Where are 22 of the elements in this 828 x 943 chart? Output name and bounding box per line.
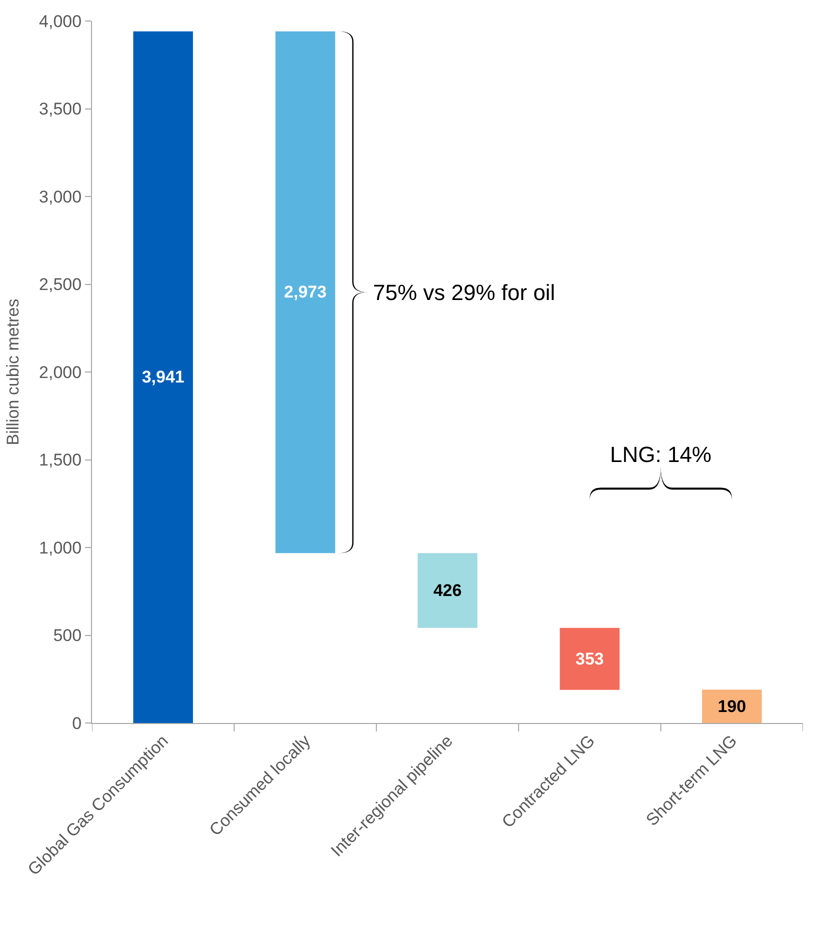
y-tick-label: 3,000 [39,187,82,206]
data-label: 190 [718,696,746,716]
y-tick-label: 2,500 [39,275,82,294]
y-tick-label: 1,500 [39,450,82,470]
bar [702,690,762,723]
data-label: 3,941 [142,368,184,387]
bar [560,628,620,690]
y-tick-label: 3,500 [39,100,82,119]
y-tick-label: 1,000 [39,538,82,558]
data-label: 426 [433,581,462,600]
bar [275,31,336,554]
bar [133,31,193,723]
data-label: 2,973 [284,282,327,302]
y-axis-title: Billion cubic metres [4,298,23,446]
y-tick-label: 4,000 [39,12,82,31]
y-tick-label: 0 [72,714,82,733]
data-label: 353 [576,649,604,668]
y-tick-label: 500 [53,626,82,646]
y-tick-label: 2,000 [39,362,82,382]
annotation: LNG: 14% [610,442,712,467]
annotation: 75% vs 29% for oil [373,280,556,305]
bar [418,553,478,628]
